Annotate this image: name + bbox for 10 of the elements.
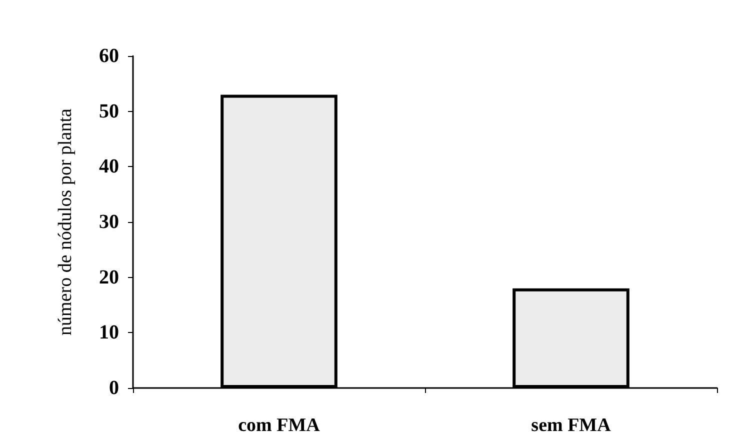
y-tick-label: 10 [99, 322, 119, 344]
x-tick-label: com FMA [238, 415, 320, 436]
y-tick-label: 60 [99, 45, 119, 67]
y-tick-label: 30 [99, 211, 119, 233]
x-tick-label: sem FMA [531, 415, 612, 436]
y-tick-label: 50 [99, 100, 119, 122]
y-tick-label: 0 [109, 377, 119, 399]
y-tick-label: 20 [99, 266, 119, 288]
y-axis-title: número de nódulos por planta [55, 108, 76, 336]
y-tick-label: 40 [99, 156, 119, 178]
